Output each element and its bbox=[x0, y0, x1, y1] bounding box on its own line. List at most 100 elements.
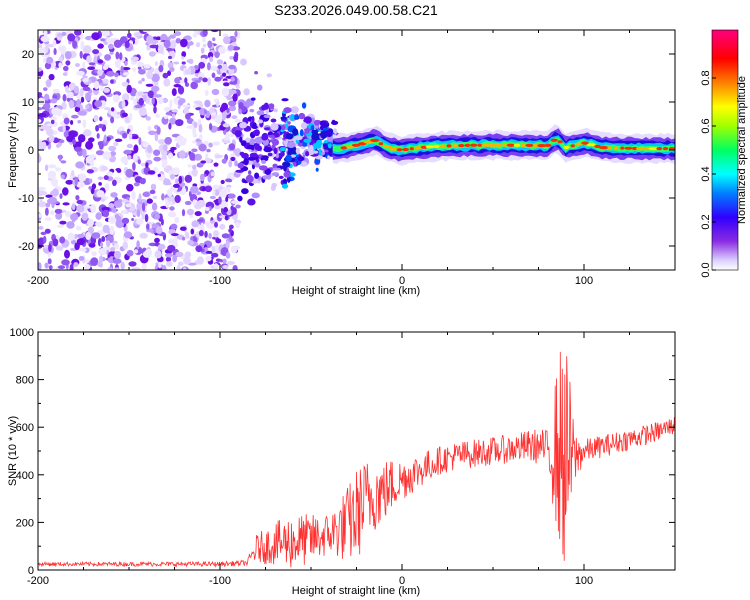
noise-blob bbox=[62, 72, 68, 76]
noise-blob bbox=[202, 77, 208, 83]
noise-blob bbox=[123, 149, 132, 155]
noise-blob bbox=[100, 100, 107, 108]
noise-blob bbox=[56, 224, 64, 228]
transition-blob bbox=[267, 152, 273, 157]
noise-blob bbox=[93, 55, 98, 65]
noise-blob bbox=[128, 131, 133, 141]
noise-blob bbox=[82, 86, 91, 92]
noise-blob bbox=[181, 61, 186, 65]
noise-blob bbox=[114, 267, 120, 270]
colorbar-tick-label: 0.8 bbox=[700, 70, 712, 85]
noise-blob bbox=[56, 108, 62, 117]
noise-blob bbox=[173, 61, 180, 65]
noise-blob bbox=[64, 51, 72, 60]
snr-ytick-label: 1000 bbox=[10, 327, 34, 339]
noise-blob bbox=[165, 111, 173, 116]
noise-blob bbox=[43, 103, 51, 110]
noise-blob bbox=[192, 126, 197, 136]
noise-blob bbox=[151, 73, 160, 83]
noise-blob bbox=[214, 76, 222, 82]
noise-blob bbox=[74, 106, 81, 113]
noise-blob bbox=[174, 194, 181, 204]
noise-blob bbox=[199, 133, 203, 141]
transition-blob bbox=[280, 116, 287, 120]
noise-blob bbox=[107, 267, 113, 270]
noise-blob bbox=[136, 209, 141, 218]
noise-blob bbox=[54, 167, 62, 172]
transition-blob bbox=[282, 161, 291, 168]
noise-blob bbox=[153, 105, 157, 114]
noise-blob bbox=[221, 63, 228, 72]
noise-blob bbox=[44, 217, 52, 221]
noise-blob bbox=[157, 44, 164, 54]
noise-blob bbox=[71, 170, 75, 177]
noise-blob bbox=[110, 79, 114, 84]
noise-blob bbox=[194, 211, 202, 217]
noise-blob bbox=[214, 98, 219, 104]
transition-blob bbox=[282, 178, 287, 184]
noise-blob bbox=[66, 221, 75, 229]
snr-xtick-label: 100 bbox=[575, 575, 593, 587]
noise-blob bbox=[182, 236, 186, 241]
noise-blob bbox=[230, 156, 236, 162]
noise-blob bbox=[235, 84, 240, 89]
noise-blob bbox=[56, 143, 60, 148]
noise-blob bbox=[44, 228, 51, 234]
noise-blob bbox=[198, 229, 204, 237]
noise-blob bbox=[185, 113, 191, 120]
noise-blob bbox=[161, 98, 169, 103]
noise-blob bbox=[82, 148, 87, 158]
noise-blob bbox=[129, 96, 135, 101]
noise-blob bbox=[171, 167, 180, 176]
noise-blob bbox=[154, 61, 158, 66]
carrier-peak bbox=[370, 138, 380, 142]
noise-blob bbox=[174, 77, 181, 84]
noise-blob bbox=[210, 171, 215, 177]
noise-blob bbox=[151, 97, 155, 105]
noise-blob bbox=[221, 102, 229, 111]
noise-blob bbox=[199, 173, 205, 182]
noise-blob bbox=[77, 134, 86, 143]
noise-blob bbox=[219, 215, 227, 219]
noise-blob bbox=[132, 135, 139, 139]
noise-blob bbox=[127, 154, 132, 160]
noise-blob bbox=[120, 65, 124, 75]
noise-blob bbox=[176, 265, 181, 270]
noise-blob bbox=[64, 85, 69, 93]
noise-blob bbox=[48, 243, 52, 252]
noise-blob bbox=[137, 91, 144, 96]
noise-blob bbox=[80, 40, 85, 50]
carrier-peak bbox=[487, 143, 498, 147]
noise-blob bbox=[167, 244, 176, 252]
noise-blob bbox=[148, 130, 156, 136]
carrier-peak bbox=[440, 144, 446, 148]
noise-blob bbox=[128, 261, 137, 267]
noise-blob bbox=[152, 195, 158, 200]
noise-blob bbox=[114, 213, 119, 219]
noise-blob bbox=[138, 69, 146, 75]
snr-ytick-label: 600 bbox=[16, 422, 34, 434]
noise-blob bbox=[164, 253, 174, 258]
snr-ytick-label: 400 bbox=[16, 470, 34, 482]
carrier-peak bbox=[464, 143, 471, 147]
carrier-peak bbox=[452, 144, 458, 148]
noise-blob bbox=[184, 232, 190, 239]
noise-blob bbox=[45, 202, 51, 208]
carrier-peak bbox=[607, 146, 613, 150]
noise-blob bbox=[102, 78, 109, 84]
noise-blob bbox=[133, 98, 138, 106]
noise-blob bbox=[58, 154, 62, 162]
noise-blob bbox=[235, 204, 241, 209]
noise-blob bbox=[67, 232, 75, 241]
noise-blob bbox=[113, 114, 121, 119]
noise-blob bbox=[113, 141, 119, 147]
noise-blob bbox=[211, 112, 216, 117]
noise-blob bbox=[50, 210, 55, 216]
noise-blob bbox=[76, 181, 85, 188]
noise-blob bbox=[55, 245, 64, 251]
noise-blob bbox=[91, 183, 97, 190]
transition-blob bbox=[271, 139, 280, 146]
noise-blob bbox=[104, 183, 110, 192]
noise-blob bbox=[181, 209, 186, 217]
noise-blob bbox=[126, 249, 134, 257]
